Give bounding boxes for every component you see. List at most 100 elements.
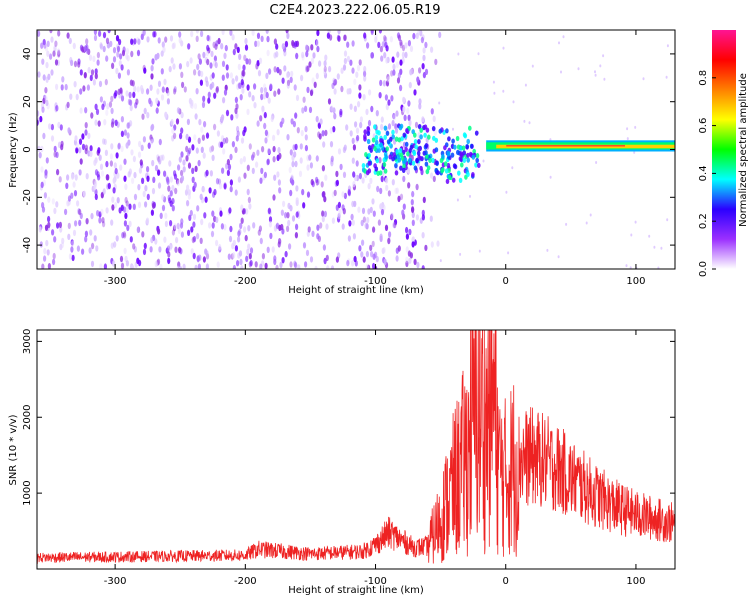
heatmap-cell xyxy=(385,130,390,136)
heatmap-cell xyxy=(446,150,451,156)
heatmap-cell xyxy=(105,37,110,44)
heatmap-cell xyxy=(370,30,374,36)
heatmap-cell xyxy=(400,155,405,161)
heatmap-cell xyxy=(393,221,397,229)
heatmap-cell xyxy=(268,216,273,223)
heatmap-cell xyxy=(193,134,197,141)
heatmap-cell xyxy=(121,49,126,57)
heatmap-cell xyxy=(440,168,444,174)
heatmap-cell xyxy=(150,124,154,132)
heatmap-cell xyxy=(381,247,385,255)
heatmap-cell xyxy=(363,32,367,39)
heatmap-cell xyxy=(89,150,93,157)
heatmap-cell xyxy=(200,146,204,153)
heatmap-cell xyxy=(190,102,194,110)
heatmap-cell xyxy=(149,134,153,141)
heatmap-cell xyxy=(511,166,514,170)
heatmap-cell xyxy=(315,176,319,184)
heatmap-cell xyxy=(260,35,264,42)
heatmap-cell xyxy=(272,194,276,201)
heatmap-cell xyxy=(379,79,383,87)
heatmap-cell xyxy=(222,148,226,155)
heatmap-cell xyxy=(329,141,334,148)
heatmap-cell xyxy=(602,54,605,58)
heatmap-cell xyxy=(444,168,449,174)
heatmap-cell xyxy=(585,221,588,225)
heatmap-cell xyxy=(409,252,413,259)
heatmap-cell xyxy=(363,65,367,73)
heatmap-cell xyxy=(265,30,269,34)
heatmap-cell xyxy=(290,70,294,78)
heatmap-cell xyxy=(326,32,330,39)
heatmap-cell xyxy=(237,176,241,183)
heatmap-cell xyxy=(436,170,440,176)
heatmap-cell xyxy=(107,30,111,34)
heatmap-cell xyxy=(390,95,394,102)
heatmap-cell xyxy=(234,189,238,196)
heatmap-cell xyxy=(367,152,372,158)
heatmap-cell xyxy=(308,61,312,68)
heatmap-cell xyxy=(150,209,154,216)
x-tick-label: -200 xyxy=(234,276,257,287)
heatmap-cell xyxy=(244,234,248,242)
heatmap-cell xyxy=(347,188,351,196)
heatmap-cell xyxy=(363,75,367,82)
heatmap-cell xyxy=(405,226,409,234)
heatmap-cell xyxy=(223,224,227,231)
heatmap-cell xyxy=(247,243,251,250)
heatmap-cell xyxy=(350,213,354,221)
heatmap-cell xyxy=(410,68,414,75)
heatmap-cell xyxy=(422,47,426,54)
heatmap-cell xyxy=(319,118,323,125)
heatmap-cell xyxy=(116,172,120,179)
heatmap-cell xyxy=(374,166,379,172)
heatmap-cell xyxy=(213,92,217,99)
heatmap-cell xyxy=(194,113,198,120)
heatmap-cell xyxy=(507,251,510,255)
heatmap-cell xyxy=(136,226,140,234)
heatmap-cell xyxy=(117,88,121,96)
heatmap-cell xyxy=(474,162,478,168)
heatmap-cell xyxy=(456,198,459,202)
heatmap-cell xyxy=(380,123,384,131)
heatmap-cell xyxy=(380,116,384,123)
heatmap-cell xyxy=(366,216,370,224)
heatmap-cell xyxy=(214,43,218,50)
heatmap-cell xyxy=(221,135,225,142)
heatmap-cell xyxy=(219,210,223,217)
heatmap-cell xyxy=(140,144,144,151)
heatmap-cell xyxy=(245,255,249,262)
heatmap-cell xyxy=(110,219,114,226)
heatmap-cell xyxy=(186,118,190,126)
heatmap-cell xyxy=(443,145,447,151)
heatmap-cell xyxy=(291,41,296,48)
spectrogram-y-ticks: -40 -20 0 20 40 xyxy=(22,48,675,253)
heatmap-cell xyxy=(366,126,371,132)
heatmap-cell xyxy=(409,45,414,52)
heatmap-cell xyxy=(337,30,341,35)
heatmap-cell xyxy=(229,72,233,79)
heatmap-cell xyxy=(251,95,255,102)
heatmap-cell xyxy=(47,215,51,223)
heatmap-cell xyxy=(125,206,129,213)
heatmap-cell xyxy=(284,212,288,219)
heatmap-cell xyxy=(199,237,203,244)
heatmap-cell xyxy=(349,59,353,66)
colorbar-tick-label: 0.2 xyxy=(698,213,709,229)
heatmap-cell xyxy=(113,241,117,248)
heatmap-cell xyxy=(466,138,471,145)
heatmap-cell xyxy=(114,167,118,175)
heatmap-cell xyxy=(363,129,368,135)
heatmap-cell xyxy=(276,171,280,178)
heatmap-cell xyxy=(129,99,133,106)
heatmap-cell xyxy=(261,146,265,153)
heatmap-cell xyxy=(315,115,319,123)
heatmap-cell xyxy=(391,129,395,135)
heatmap-cell xyxy=(254,261,258,268)
heatmap-cell xyxy=(310,179,314,186)
heatmap-cell xyxy=(312,52,316,59)
heatmap-cell xyxy=(224,44,228,52)
heatmap-cell xyxy=(59,243,63,251)
heatmap-cell xyxy=(423,124,428,130)
heatmap-cell xyxy=(362,94,366,101)
